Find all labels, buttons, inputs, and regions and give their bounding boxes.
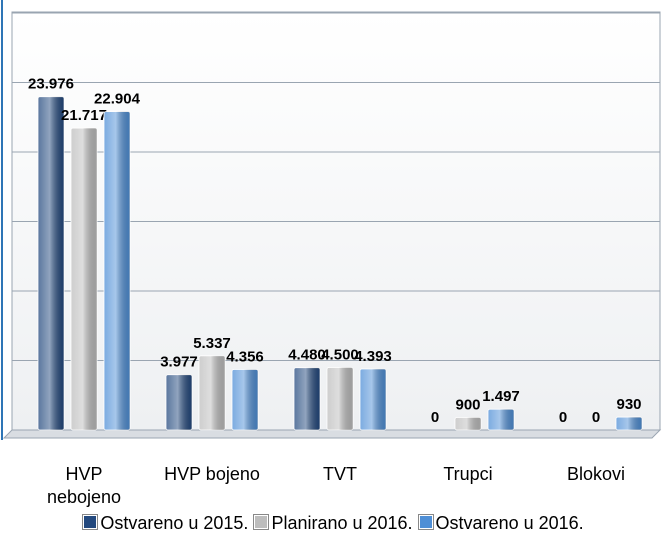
floor (2, 429, 662, 439)
legend-label: Ostvareno u 2015. (100, 513, 249, 533)
value-label: 0 (431, 409, 439, 426)
bar (103, 111, 131, 431)
value-label: 4.480 (288, 347, 326, 364)
bar (70, 127, 98, 431)
bar (198, 355, 226, 431)
bar (487, 408, 515, 431)
bar (615, 416, 643, 431)
bar (454, 417, 482, 431)
x-tick-label: Trupci (443, 464, 493, 484)
value-label: 23.976 (28, 76, 74, 93)
value-label: 0 (559, 409, 567, 426)
legend-label: Planirano u 2016. (271, 513, 413, 533)
legend: Ostvareno u 2015. Planirano u 2016. Ostvar… (0, 513, 667, 534)
value-label: 1.497 (482, 388, 520, 405)
value-label: 4.500 (321, 346, 359, 363)
value-label: 3.977 (160, 354, 198, 371)
value-label: 4.393 (354, 348, 392, 365)
x-tick-label: HVP bojeno (164, 464, 260, 484)
bar (37, 96, 65, 431)
value-label: 22.904 (94, 91, 141, 108)
bar (231, 369, 259, 431)
bar (326, 367, 354, 431)
value-label: 900 (455, 396, 480, 413)
legend-swatch (82, 514, 99, 530)
legend-swatch (253, 514, 270, 530)
legend-label: Ostvareno u 2016. (435, 513, 584, 533)
value-label: 4.356 (226, 348, 264, 365)
x-tick-label: HVP nebojeno (46, 464, 122, 507)
legend-item: Planirano u 2016. (253, 513, 413, 534)
x-tick-label: TVT (323, 464, 357, 484)
x-tick-label: Blokovi (566, 464, 626, 484)
legend-item: Ostvareno u 2016. (417, 513, 584, 534)
value-label: 0 (592, 409, 600, 426)
legend-item: Ostvareno u 2015. (82, 513, 249, 534)
value-label: 21.717 (61, 107, 107, 124)
value-label: 5.337 (193, 335, 231, 352)
legend-swatch (417, 514, 434, 530)
bar (359, 368, 387, 431)
value-label: 930 (616, 396, 641, 413)
bar (165, 374, 193, 431)
bar (293, 367, 321, 431)
